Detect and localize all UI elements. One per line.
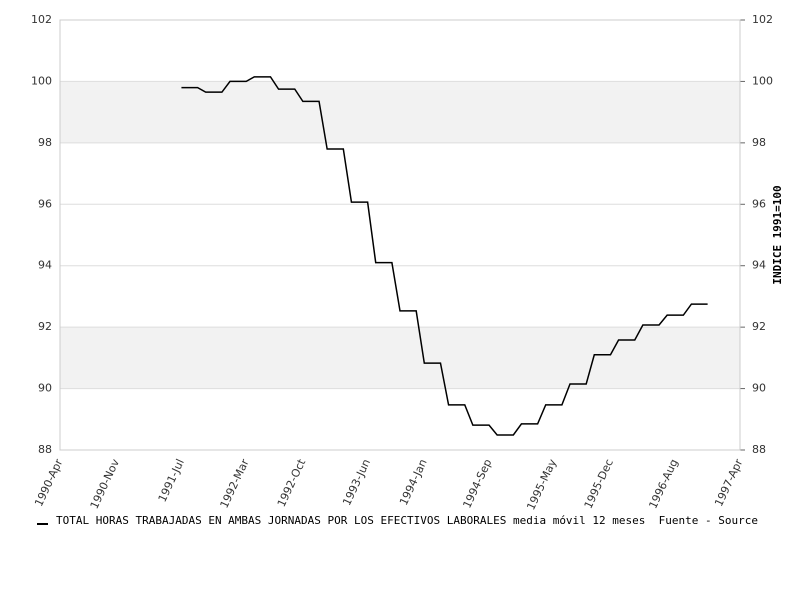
y-tick-label: 90 — [38, 382, 52, 395]
y-tick-label: 100 — [31, 74, 52, 87]
x-tick-label: 1990-Nov — [88, 457, 123, 511]
y-tick-label: 92 — [38, 320, 52, 333]
y2-tick-label: 98 — [752, 136, 766, 149]
y2-tick-label: 102 — [752, 13, 773, 26]
legend-label: TOTAL HORAS TRABAJADAS EN AMBAS JORNADAS… — [56, 514, 758, 527]
x-tick-label: 1994-Sep — [460, 457, 494, 510]
x-tick-label: 1991-Jul — [156, 457, 187, 504]
y-tick-label: 102 — [31, 13, 52, 26]
grid-band — [60, 81, 740, 143]
y-tick-label: 88 — [38, 443, 52, 456]
y-tick-label: 94 — [38, 259, 52, 272]
y2-tick-label: 90 — [752, 382, 766, 395]
y2-tick-label: 92 — [752, 320, 766, 333]
y2-tick-label: 88 — [752, 443, 766, 456]
y-tick-label: 96 — [38, 197, 52, 210]
y-tick-label: 98 — [38, 136, 52, 149]
y2-axis-title: INDICE 1991=100 — [771, 185, 784, 284]
x-tick-label: 1995-Dec — [582, 457, 616, 511]
plot-frame — [59, 19, 741, 451]
x-tick-label: 1992-Mar — [218, 457, 252, 511]
x-tick-label: 1996-Aug — [646, 457, 680, 511]
x-tick-label: 1993-Jun — [340, 457, 373, 508]
y2-tick-label: 96 — [752, 197, 766, 210]
y2-tick-label: 94 — [752, 259, 766, 272]
grid-band — [60, 327, 740, 389]
x-tick-label: 1997-Apr — [712, 457, 745, 509]
x-tick-label: 1992-Oct — [275, 456, 309, 509]
line-series — [181, 76, 708, 436]
x-tick-label: 1994-Jan — [397, 457, 430, 507]
y2-tick-label: 100 — [752, 74, 773, 87]
x-tick-label: 1995-May — [524, 457, 559, 513]
x-tick-label: 1990-Apr — [32, 457, 65, 509]
